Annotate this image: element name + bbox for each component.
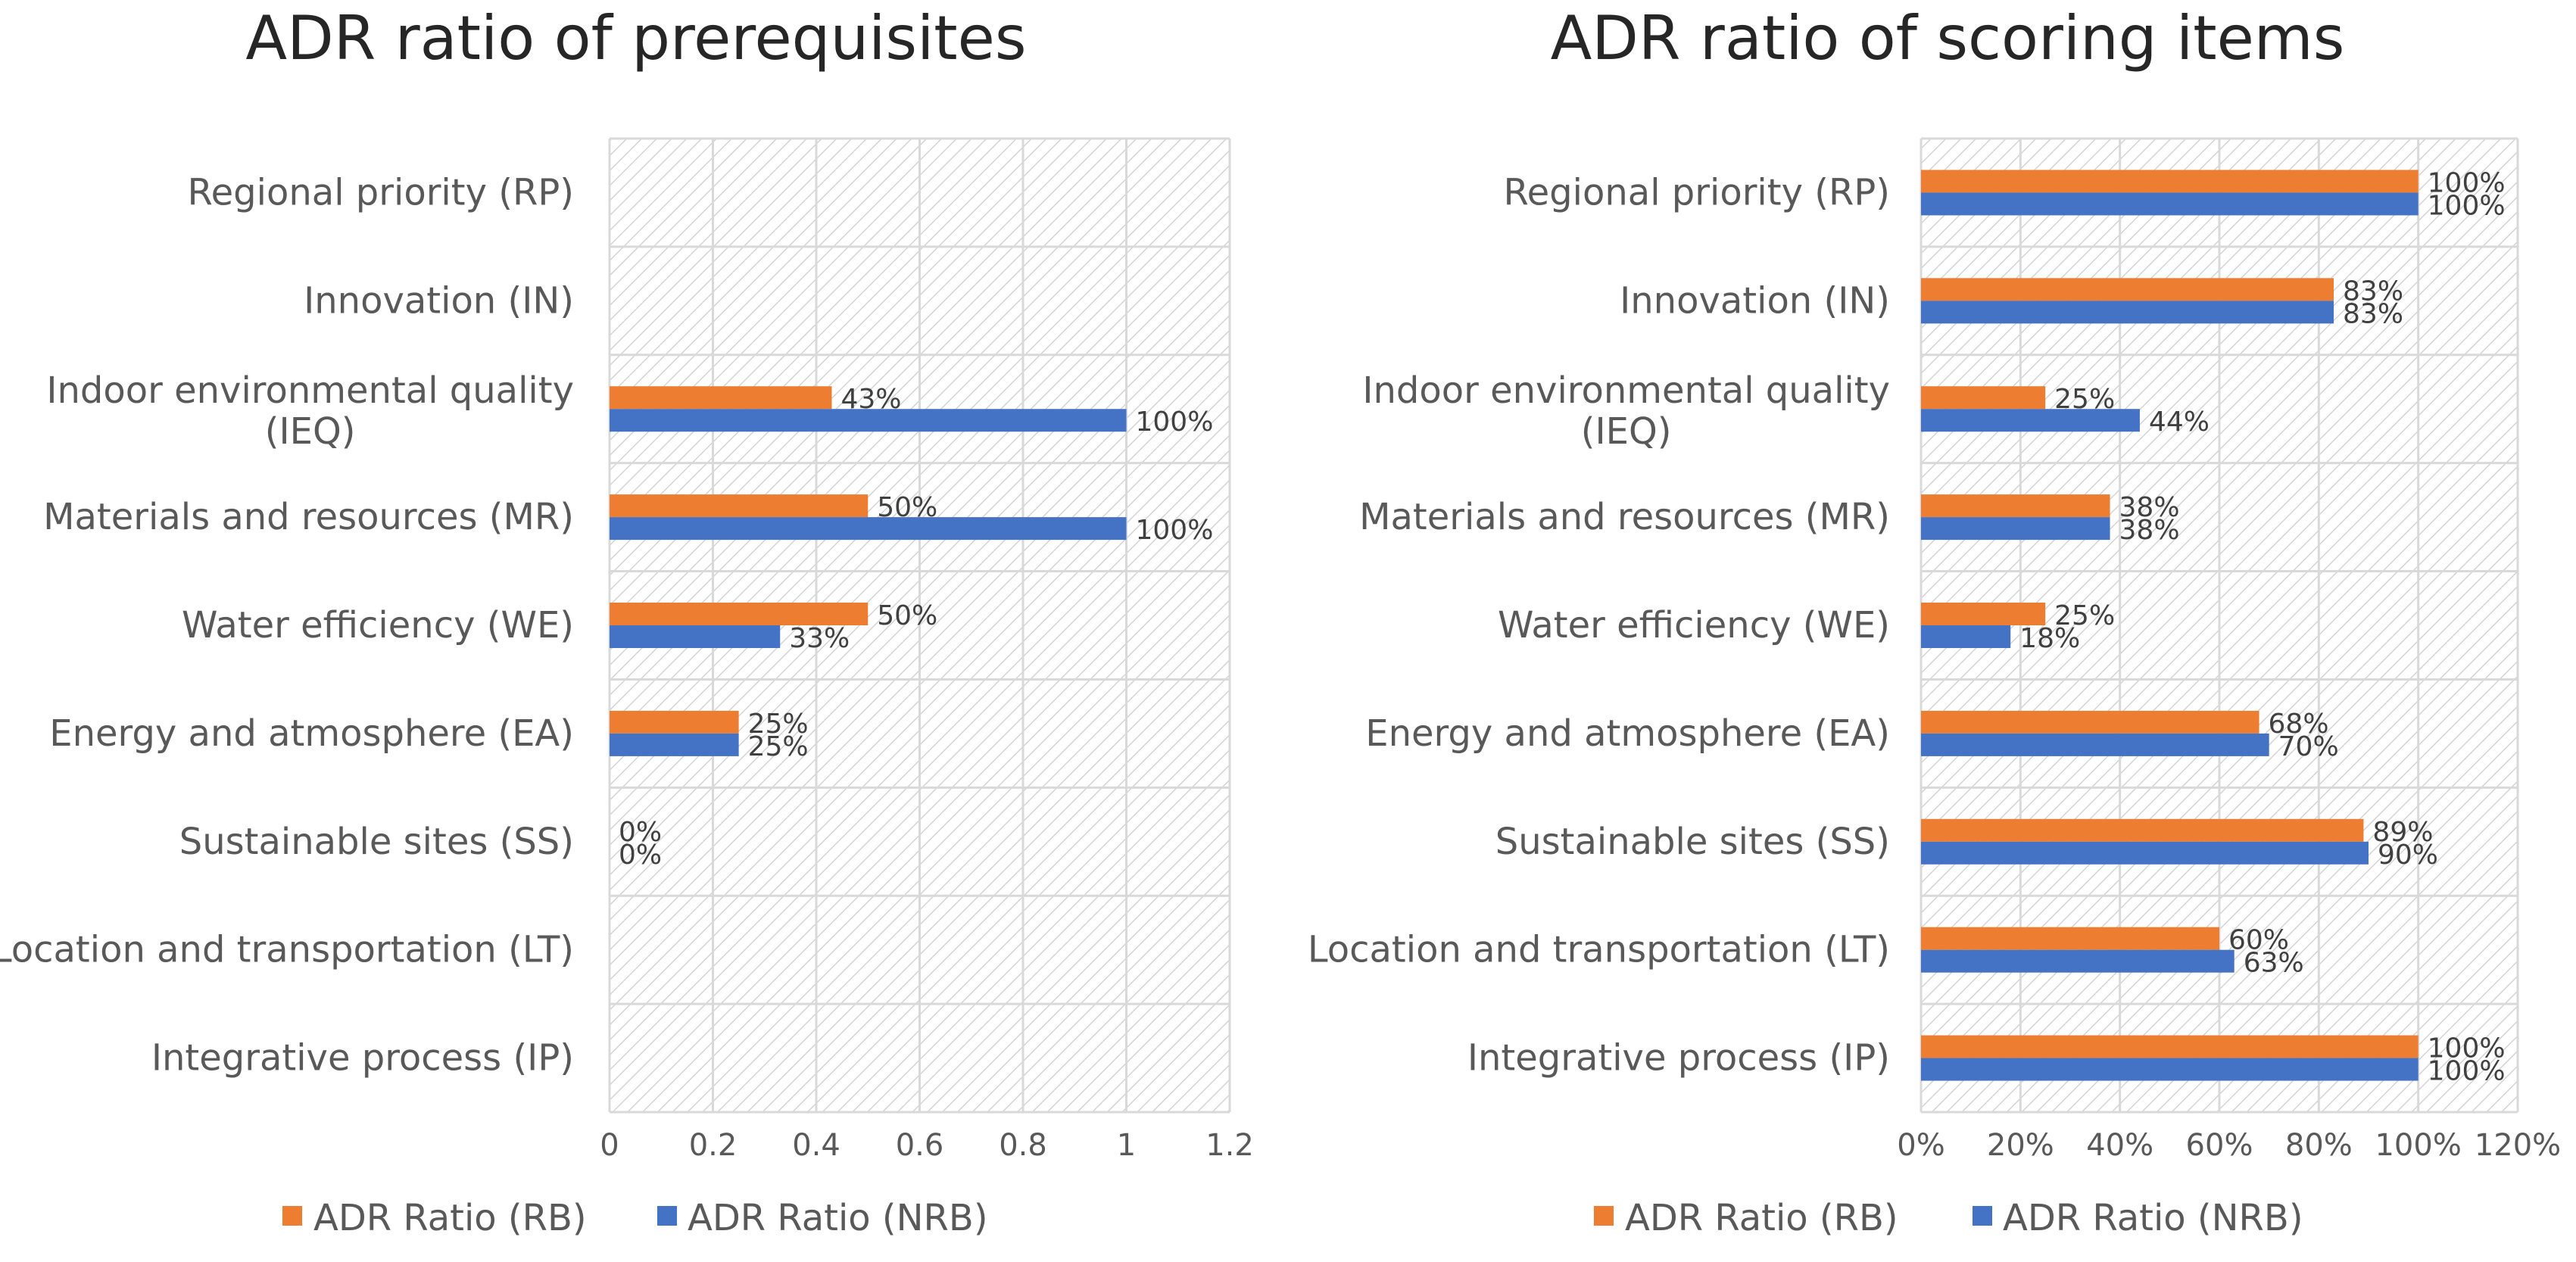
category-label: Integrative process (IP) [1467,1037,1890,1080]
x-tick-label: 1 [1117,1128,1136,1163]
category-label: Indoor environmental quality (IEQ) [1362,369,1890,453]
data-label: 83% [2343,298,2403,329]
data-label: 0% [619,840,662,871]
data-label: 33% [789,623,850,654]
category-label: Indoor environmental quality (IEQ) [46,369,574,453]
category-label: Regional priority (RP) [187,171,574,213]
bar-nrb [1921,1058,2419,1081]
bar-nrb [1921,517,2110,541]
legend-swatch [282,1206,302,1226]
bar-rb [610,386,832,410]
x-tick-label: 40% [2086,1128,2153,1163]
data-label: 83% [2343,276,2403,307]
x-tick-label: 120% [2475,1128,2561,1163]
x-tick-label: 0.2 [689,1128,738,1163]
legend-swatch [1973,1206,1992,1226]
category-label: Energy and atmosphere (EA) [49,712,574,755]
category-label: Location and transportation (LT) [1308,929,1890,971]
data-label: 70% [2278,731,2339,762]
x-tick-label: 1.2 [1205,1128,1254,1163]
category-label: Regional priority (RP) [1503,171,1890,213]
bar-rb [1921,386,2046,410]
bar-nrb [1921,733,2269,756]
bar-nrb [610,517,1127,541]
legend-label: ADR Ratio (RB) [313,1197,587,1239]
data-label: 25% [2054,600,2115,631]
bar-rb [1921,603,2046,625]
bar-nrb [610,409,1127,432]
data-label: 68% [2269,709,2329,740]
bar-nrb [1921,301,2334,324]
x-tick-label: 80% [2285,1128,2353,1163]
category-label: Energy and atmosphere (EA) [1365,712,1890,755]
category-label: Materials and resources (MR) [1359,496,1890,538]
data-label: 100% [2428,167,2506,198]
x-tick-label: 0 [600,1128,619,1163]
bar-nrb [1921,409,2140,432]
x-tick-label: 20% [1987,1128,2054,1163]
category-label: Innovation (IN) [304,279,574,322]
data-label: 18% [2019,623,2080,654]
bar-rb [1921,494,2110,518]
x-tick-label: 0.8 [999,1128,1047,1163]
bar-rb [1921,710,2259,734]
chart-title: ADR ratio of prerequisites [245,3,1026,73]
chart-panel-2: ADR ratio of scoring items 0% 20% 40% 60% 80%… [1308,3,2561,1239]
bar-rb [610,603,869,625]
legend-label: ADR Ratio (NRB) [2003,1197,2303,1239]
data-label: 50% [877,600,937,631]
bar-rb [1921,170,2419,193]
data-label: 63% [2244,948,2304,979]
data-label: 38% [2119,492,2180,523]
bar-nrb [1921,841,2369,865]
bar-rb [610,710,739,734]
bar-rb [1921,927,2219,950]
data-label: 100% [1136,515,1214,546]
bar-nrb [610,733,739,756]
data-label: 100% [2428,1056,2506,1087]
bar-nrb [1921,949,2235,973]
data-label: 90% [2378,840,2438,871]
bar-nrb [610,625,781,648]
category-label: Sustainable sites (SS) [179,821,574,863]
legend-label: ADR Ratio (NRB) [688,1197,988,1239]
data-label: 89% [2372,817,2433,848]
data-label: 100% [2428,190,2506,221]
x-tick-label: 0.6 [896,1128,944,1163]
x-tick-label: 0.4 [792,1128,840,1163]
bar-rb [1921,278,2334,301]
data-label: 0% [619,817,662,848]
category-label: Sustainable sites (SS) [1495,821,1890,863]
category-label: Integrative process (IP) [151,1037,574,1080]
legend-swatch [1594,1206,1614,1226]
category-label: Materials and resources (MR) [43,496,574,538]
category-label: Water efficiency (WE) [182,604,574,647]
category-label: Location and transportation (LT) [0,929,574,971]
data-label: 25% [748,709,809,740]
chart-panel-1: ADR ratio of prerequisites 0 0.2 0.4 0.6 0.8 1… [0,3,1254,1239]
x-tick-label: 0% [1897,1128,1944,1163]
x-tick-label: 100% [2375,1128,2461,1163]
data-label: 25% [748,731,809,762]
chart-title: ADR ratio of scoring items [1551,3,2345,73]
data-label: 44% [2149,407,2210,438]
category-label: Innovation (IN) [1620,279,1890,322]
data-label: 38% [2119,515,2180,546]
bar-rb [610,494,869,518]
bar-nrb [1921,192,2419,216]
x-tick-label: 60% [2186,1128,2253,1163]
bar-rb [1921,818,2364,842]
bar-rb [1921,1035,2419,1058]
data-label: 100% [1136,407,1214,438]
data-label: 100% [2428,1033,2506,1064]
category-label: Water efficiency (WE) [1498,604,1890,647]
bar-nrb [1921,625,2011,648]
data-label: 60% [2228,925,2289,956]
legend-label: ADR Ratio (RB) [1625,1197,1898,1239]
legend-swatch [657,1206,677,1226]
